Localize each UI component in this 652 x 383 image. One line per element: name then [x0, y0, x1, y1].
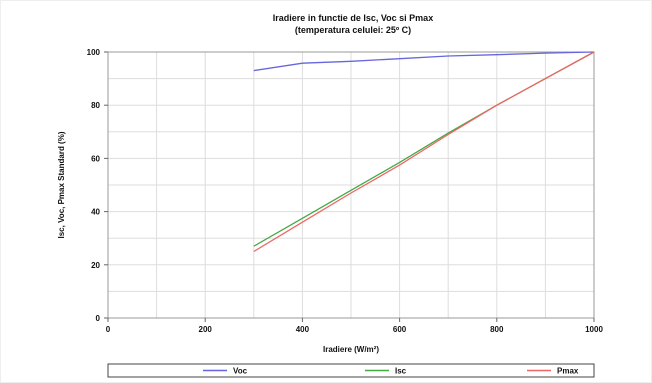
legend-label-voc: Voc: [233, 367, 248, 376]
axis-ticks: 0 200 400 600 800 1000 0 20 40 60 80 100: [87, 48, 604, 334]
legend-label-isc: Isc: [395, 367, 407, 376]
legend-box: [107, 363, 595, 378]
plot-border: [107, 51, 595, 319]
y-tick-label: 100: [87, 48, 101, 57]
x-tick-label: 800: [490, 325, 504, 334]
x-tick-label: 0: [106, 325, 111, 334]
x-axis-label: Iradiere (W/m²): [323, 345, 379, 354]
y-tick-label: 60: [91, 154, 100, 163]
y-axis-label: Isc, Voc, Pmax Standard (%): [57, 131, 66, 238]
x-tick-label: 1000: [585, 325, 603, 334]
grid: [108, 52, 594, 318]
chart-subtitle: (temperatura celulei: 25º C): [295, 25, 411, 35]
y-tick-label: 0: [96, 314, 101, 323]
x-tick-label: 400: [296, 325, 310, 334]
x-tick-label: 200: [199, 325, 213, 334]
series-line-voc: [253, 51, 595, 72]
y-tick-label: 20: [91, 261, 100, 270]
y-tick-label: 80: [91, 101, 100, 110]
legend-label-pmax: Pmax: [557, 367, 579, 376]
legend: Voc Isc Pmax: [107, 363, 595, 378]
y-tick-label: 40: [91, 208, 100, 217]
series-line-pmax: [253, 51, 595, 253]
chart-title: Iradiere in functie de Isc, Voc si Pmax: [273, 13, 433, 23]
series-lines: [253, 51, 595, 253]
x-tick-label: 600: [393, 325, 407, 334]
